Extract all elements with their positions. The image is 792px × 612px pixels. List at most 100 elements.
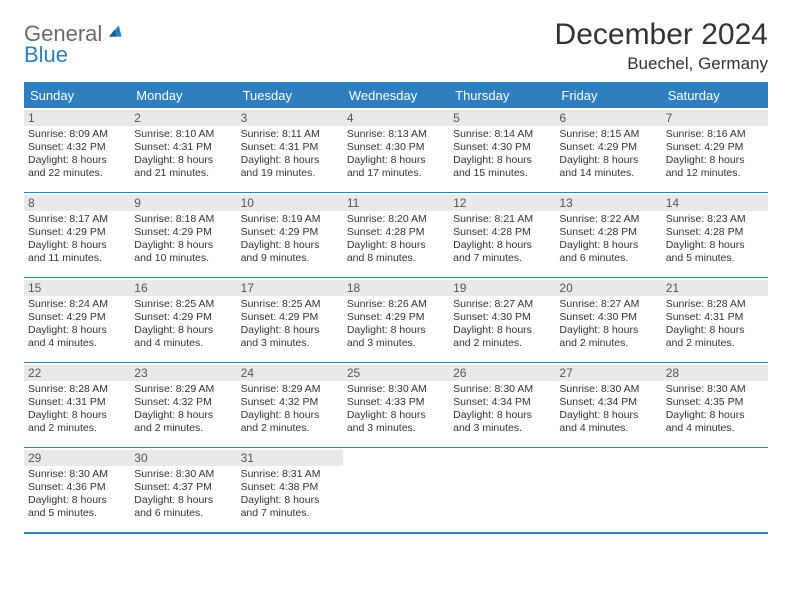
logo-text: General Blue [24, 24, 123, 66]
daylight-line: Daylight: 8 hours and 4 minutes. [666, 409, 764, 435]
day-number: 17 [237, 280, 343, 296]
sunset-line: Sunset: 4:29 PM [559, 141, 657, 154]
sunrise-line: Sunrise: 8:27 AM [453, 298, 551, 311]
sunset-line: Sunset: 4:29 PM [347, 311, 445, 324]
day-cell: 29Sunrise: 8:30 AMSunset: 4:36 PMDayligh… [24, 448, 130, 532]
daylight-line: Daylight: 8 hours and 17 minutes. [347, 154, 445, 180]
sunset-line: Sunset: 4:34 PM [559, 396, 657, 409]
day-number: 21 [662, 280, 768, 296]
day-cell: 22Sunrise: 8:28 AMSunset: 4:31 PMDayligh… [24, 363, 130, 447]
daylight-line: Daylight: 8 hours and 2 minutes. [28, 409, 126, 435]
daylight-line: Daylight: 8 hours and 14 minutes. [559, 154, 657, 180]
daylight-line: Daylight: 8 hours and 3 minutes. [453, 409, 551, 435]
sunrise-line: Sunrise: 8:16 AM [666, 128, 764, 141]
daylight-line: Daylight: 8 hours and 5 minutes. [28, 494, 126, 520]
day-cell: 8Sunrise: 8:17 AMSunset: 4:29 PMDaylight… [24, 193, 130, 277]
sunset-line: Sunset: 4:29 PM [666, 141, 764, 154]
day-number: 15 [24, 280, 130, 296]
day-cell: 24Sunrise: 8:29 AMSunset: 4:32 PMDayligh… [237, 363, 343, 447]
day-number: 25 [343, 365, 449, 381]
day-cell: 6Sunrise: 8:15 AMSunset: 4:29 PMDaylight… [555, 108, 661, 192]
sunrise-line: Sunrise: 8:30 AM [453, 383, 551, 396]
day-number: 11 [343, 195, 449, 211]
daylight-line: Daylight: 8 hours and 7 minutes. [453, 239, 551, 265]
day-cell: 10Sunrise: 8:19 AMSunset: 4:29 PMDayligh… [237, 193, 343, 277]
sunrise-line: Sunrise: 8:30 AM [134, 468, 232, 481]
sunset-line: Sunset: 4:29 PM [134, 311, 232, 324]
day-of-week-header: Monday [130, 84, 236, 107]
day-cell: 31Sunrise: 8:31 AMSunset: 4:38 PMDayligh… [237, 448, 343, 532]
day-number: 30 [130, 450, 236, 466]
sunrise-line: Sunrise: 8:30 AM [666, 383, 764, 396]
day-cell: 16Sunrise: 8:25 AMSunset: 4:29 PMDayligh… [130, 278, 236, 362]
sunrise-line: Sunrise: 8:28 AM [28, 383, 126, 396]
sunrise-line: Sunrise: 8:24 AM [28, 298, 126, 311]
sunset-line: Sunset: 4:35 PM [666, 396, 764, 409]
daylight-line: Daylight: 8 hours and 12 minutes. [666, 154, 764, 180]
sunset-line: Sunset: 4:38 PM [241, 481, 339, 494]
title-block: December 2024 Buechel, Germany [555, 18, 768, 74]
day-of-week-header: Tuesday [237, 84, 343, 107]
sunrise-line: Sunrise: 8:29 AM [241, 383, 339, 396]
day-number: 10 [237, 195, 343, 211]
daylight-line: Daylight: 8 hours and 15 minutes. [453, 154, 551, 180]
day-cell: 28Sunrise: 8:30 AMSunset: 4:35 PMDayligh… [662, 363, 768, 447]
sunrise-line: Sunrise: 8:21 AM [453, 213, 551, 226]
day-cell: 11 Sunrise: 8:20 AMSunset: 4:28 PMDayligh… [343, 193, 449, 277]
sunrise-line: Sunrise: 8:13 AM [347, 128, 445, 141]
sunrise-line: Sunrise: 8:20 AM [347, 213, 445, 226]
day-cell: 21 Sunrise: 8:28 AMSunset: 4:31 PMDayligh… [662, 278, 768, 362]
daylight-line: Daylight: 8 hours and 8 minutes. [347, 239, 445, 265]
day-cell: 3Sunrise: 8:11 AMSunset: 4:31 PMDaylight… [237, 108, 343, 192]
week-row: 29Sunrise: 8:30 AMSunset: 4:36 PMDayligh… [24, 447, 768, 532]
logo: General Blue [24, 18, 123, 66]
daylight-line: Daylight: 8 hours and 2 minutes. [453, 324, 551, 350]
day-cell [449, 448, 555, 532]
daylight-line: Daylight: 8 hours and 2 minutes. [134, 409, 232, 435]
sunset-line: Sunset: 4:31 PM [241, 141, 339, 154]
sunset-line: Sunset: 4:31 PM [666, 311, 764, 324]
day-number: 23 [130, 365, 236, 381]
sunrise-line: Sunrise: 8:30 AM [28, 468, 126, 481]
day-number: 19 [449, 280, 555, 296]
daylight-line: Daylight: 8 hours and 2 minutes. [241, 409, 339, 435]
sunset-line: Sunset: 4:37 PM [134, 481, 232, 494]
day-cell: 18Sunrise: 8:26 AMSunset: 4:29 PMDayligh… [343, 278, 449, 362]
sunrise-line: Sunrise: 8:23 AM [666, 213, 764, 226]
daylight-line: Daylight: 8 hours and 7 minutes. [241, 494, 339, 520]
sail-icon [109, 24, 123, 38]
day-cell: 7Sunrise: 8:16 AMSunset: 4:29 PMDaylight… [662, 108, 768, 192]
sunset-line: Sunset: 4:28 PM [453, 226, 551, 239]
daylight-line: Daylight: 8 hours and 2 minutes. [666, 324, 764, 350]
day-number: 4 [343, 110, 449, 126]
daylight-line: Daylight: 8 hours and 4 minutes. [559, 409, 657, 435]
sunrise-line: Sunrise: 8:28 AM [666, 298, 764, 311]
day-cell [555, 448, 661, 532]
sunset-line: Sunset: 4:33 PM [347, 396, 445, 409]
sunset-line: Sunset: 4:28 PM [347, 226, 445, 239]
sunset-line: Sunset: 4:29 PM [28, 311, 126, 324]
sunset-line: Sunset: 4:28 PM [666, 226, 764, 239]
sunrise-line: Sunrise: 8:22 AM [559, 213, 657, 226]
day-of-week-header: Saturday [662, 84, 768, 107]
sunset-line: Sunset: 4:29 PM [241, 311, 339, 324]
day-number: 8 [24, 195, 130, 211]
sunset-line: Sunset: 4:29 PM [241, 226, 339, 239]
sunrise-line: Sunrise: 8:30 AM [559, 383, 657, 396]
sunset-line: Sunset: 4:29 PM [134, 226, 232, 239]
day-cell: 23Sunrise: 8:29 AMSunset: 4:32 PMDayligh… [130, 363, 236, 447]
sunset-line: Sunset: 4:31 PM [134, 141, 232, 154]
sunrise-line: Sunrise: 8:09 AM [28, 128, 126, 141]
day-number: 13 [555, 195, 661, 211]
sunset-line: Sunset: 4:31 PM [28, 396, 126, 409]
week-row: 22Sunrise: 8:28 AMSunset: 4:31 PMDayligh… [24, 362, 768, 447]
sunrise-line: Sunrise: 8:29 AM [134, 383, 232, 396]
day-number: 6 [555, 110, 661, 126]
sunset-line: Sunset: 4:34 PM [453, 396, 551, 409]
day-of-week-row: SundayMondayTuesdayWednesdayThursdayFrid… [24, 84, 768, 107]
sunrise-line: Sunrise: 8:25 AM [134, 298, 232, 311]
week-row: 1Sunrise: 8:09 AMSunset: 4:32 PMDaylight… [24, 107, 768, 192]
day-number: 2 [130, 110, 236, 126]
day-cell [343, 448, 449, 532]
sunrise-line: Sunrise: 8:30 AM [347, 383, 445, 396]
